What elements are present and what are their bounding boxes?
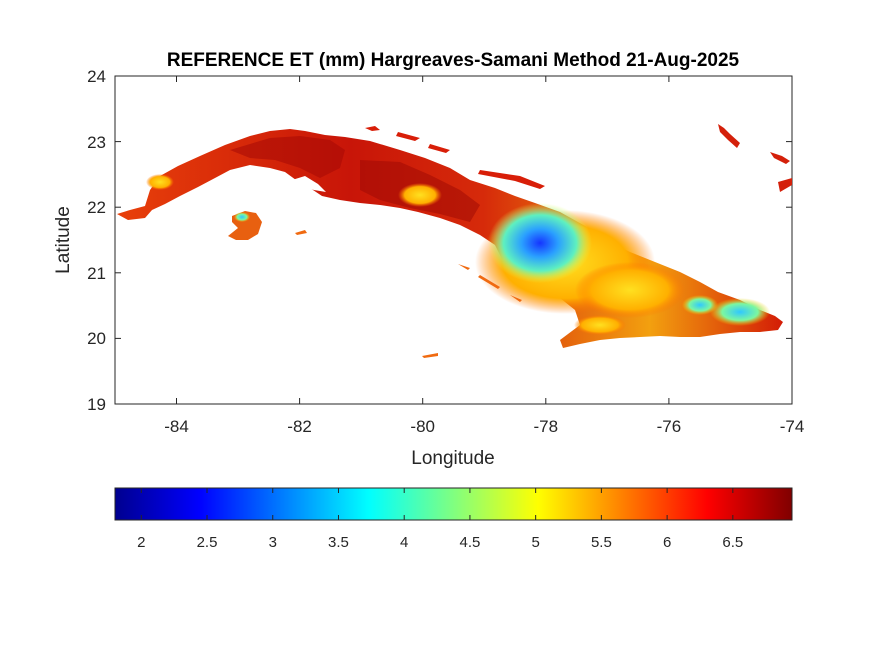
low-et-region [488, 203, 592, 283]
cayos-north-central [365, 126, 545, 189]
x-tick-label: -76 [657, 417, 682, 436]
y-tick-label: 20 [87, 329, 106, 348]
y-tick-label: 19 [87, 395, 106, 414]
y-axis-label: Latitude [53, 206, 74, 274]
colorbar-tick-label: 4 [400, 534, 408, 551]
y-tick-label: 24 [87, 67, 106, 86]
west-yellow-spot [146, 174, 174, 190]
x-tick-label: -74 [780, 417, 805, 436]
colorbar-gradient [114, 487, 793, 521]
east-cyan-spot [710, 298, 770, 326]
plot-area [114, 75, 793, 405]
colorbar-tick-label: 2 [137, 534, 145, 551]
east-yellow-patch [575, 262, 685, 318]
colorbar-tick-label: 6.5 [722, 534, 743, 551]
colorbar-tick-label: 6 [663, 534, 671, 551]
map-layer [117, 124, 792, 358]
x-tick-label: -82 [287, 417, 312, 436]
isla-yellow-spot [234, 212, 250, 222]
bahamas-islets [718, 124, 792, 192]
high-et-band-west [230, 136, 345, 178]
colorbar: 2 2.5 3 3.5 4 4.5 5 5.5 6 6.5 [114, 487, 793, 551]
y-tick-label: 22 [87, 198, 106, 217]
colorbar-tick-label: 3 [269, 534, 277, 551]
colorbar-tick-label: 2.5 [197, 534, 218, 551]
colorbar-ticks: 2 2.5 3 3.5 4 4.5 5 5.5 6 6.5 [137, 488, 743, 551]
central-yellow-spot [398, 183, 442, 207]
x-tick-label: -84 [164, 417, 189, 436]
colorbar-tick-label: 5.5 [591, 534, 612, 551]
colorbar-tick-label: 5 [531, 534, 539, 551]
chart-title: REFERENCE ET (mm) Hargreaves-Samani Meth… [167, 50, 740, 71]
x-tick-label: -78 [534, 417, 559, 436]
east-cyan-spot-2 [682, 295, 718, 315]
y-tick-label: 23 [87, 133, 106, 152]
x-axis: -84 -82 -80 -78 -76 -74 Longitude [164, 76, 804, 469]
y-axis: 24 23 22 21 20 19 Latitude [53, 67, 792, 414]
y-tick-label: 21 [87, 264, 106, 283]
x-axis-label: Longitude [411, 448, 494, 469]
bay-inlet [292, 176, 326, 192]
colorbar-tick-label: 3.5 [328, 534, 349, 551]
colorbar-tick-label: 4.5 [460, 534, 481, 551]
x-tick-label: -80 [410, 417, 435, 436]
south-yellow-spot [574, 315, 626, 335]
